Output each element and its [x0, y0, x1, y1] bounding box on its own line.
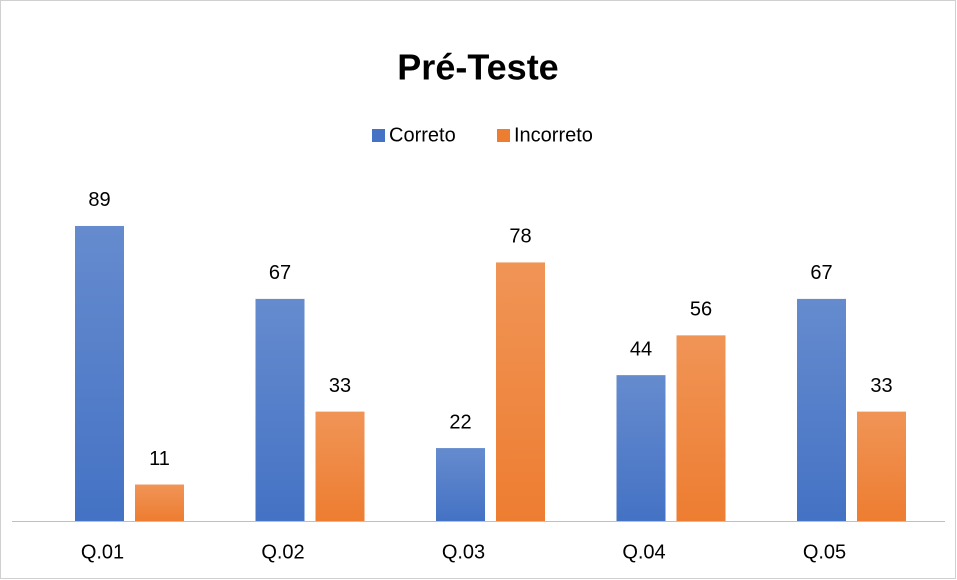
bar	[616, 375, 666, 521]
legend-label: Incorreto	[514, 124, 593, 146]
x-tick-label: Q.01	[81, 541, 124, 563]
data-label: 78	[509, 226, 531, 248]
bar	[857, 411, 906, 521]
data-label: 67	[269, 262, 291, 284]
data-label: 11	[149, 448, 170, 470]
data-label: 89	[88, 189, 110, 211]
bar	[496, 262, 545, 521]
data-label: 33	[870, 375, 892, 397]
bar	[255, 298, 305, 521]
legend-swatch	[372, 129, 385, 142]
bar	[315, 411, 365, 521]
data-label: 22	[449, 411, 471, 433]
x-tick-label: Q.03	[442, 541, 485, 563]
data-label: 56	[690, 299, 712, 321]
chart-title: Pré-Teste	[397, 47, 558, 88]
bar	[676, 335, 726, 521]
legend-swatch	[497, 129, 510, 142]
bar	[436, 448, 485, 521]
legend-label: Correto	[389, 124, 456, 146]
data-label: 44	[630, 338, 652, 360]
x-tick-label: Q.05	[803, 541, 846, 563]
data-label: 33	[329, 375, 351, 397]
bar	[75, 225, 124, 521]
x-tick-label: Q.02	[261, 541, 304, 563]
bar	[797, 298, 846, 521]
bar	[135, 484, 184, 521]
data-label: 67	[810, 262, 832, 284]
x-tick-label: Q.04	[622, 541, 665, 563]
